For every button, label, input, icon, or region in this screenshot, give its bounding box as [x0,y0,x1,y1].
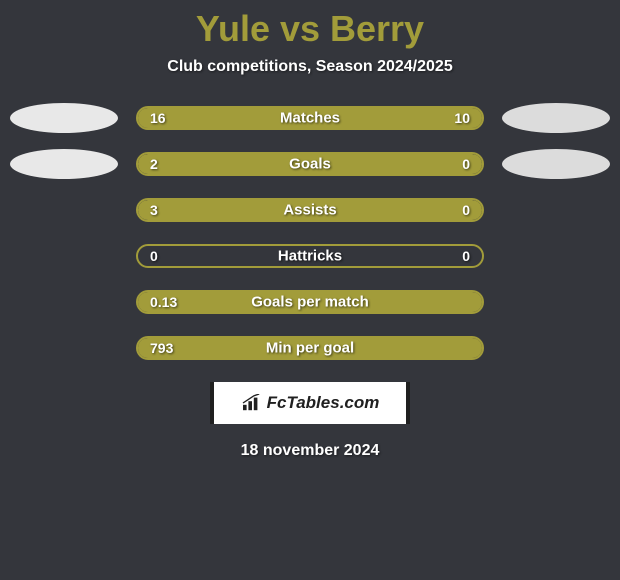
stat-bar: 3 Assists 0 [136,198,484,222]
stat-bar: 0.13 Goals per match [136,290,484,314]
bar-fill-left [138,200,399,220]
player-right-badge [502,103,610,133]
stat-value-left: 0.13 [150,294,177,310]
stat-value-left: 2 [150,156,158,172]
stat-value-left: 0 [150,248,158,264]
player-right-badge [502,149,610,179]
logo-inner: FcTables.com [241,393,380,413]
stat-row: 793 Min per goal [10,336,610,360]
date-text: 18 november 2024 [0,442,620,460]
stat-bar: 2 Goals 0 [136,152,484,176]
stat-row: 0 Hattricks 0 [10,244,610,268]
stat-label: Goals [289,156,331,173]
stat-label: Hattricks [278,248,342,265]
stat-bar: 0 Hattricks 0 [136,244,484,268]
stat-row: 2 Goals 0 [10,152,610,176]
bar-fill-left [138,154,399,174]
stat-label: Matches [280,110,340,127]
stat-bar: 16 Matches 10 [136,106,484,130]
stat-row: 3 Assists 0 [10,198,610,222]
logo-text: FcTables.com [267,393,380,413]
stat-row: 0.13 Goals per match [10,290,610,314]
stat-value-right: 10 [454,110,470,126]
stats-container: 16 Matches 10 2 Goals 0 3 Assists 0 0 Hattricks 0 0.… [0,106,620,360]
stat-label: Min per goal [266,340,354,357]
page-title: Yule vs Berry [0,0,620,50]
subtitle: Club competitions, Season 2024/2025 [0,58,620,76]
stat-row: 16 Matches 10 [10,106,610,130]
stat-label: Goals per match [251,294,369,311]
player-left-badge [10,103,118,133]
stat-value-right: 0 [462,248,470,264]
stat-value-left: 16 [150,110,166,126]
stat-value-left: 793 [150,340,173,356]
chart-icon [241,394,263,412]
stat-bar: 793 Min per goal [136,336,484,360]
stat-value-right: 0 [462,156,470,172]
player-left-badge [10,149,118,179]
stat-value-right: 0 [462,202,470,218]
logo-box: FcTables.com [210,382,410,424]
stat-value-left: 3 [150,202,158,218]
stat-label: Assists [283,202,336,219]
